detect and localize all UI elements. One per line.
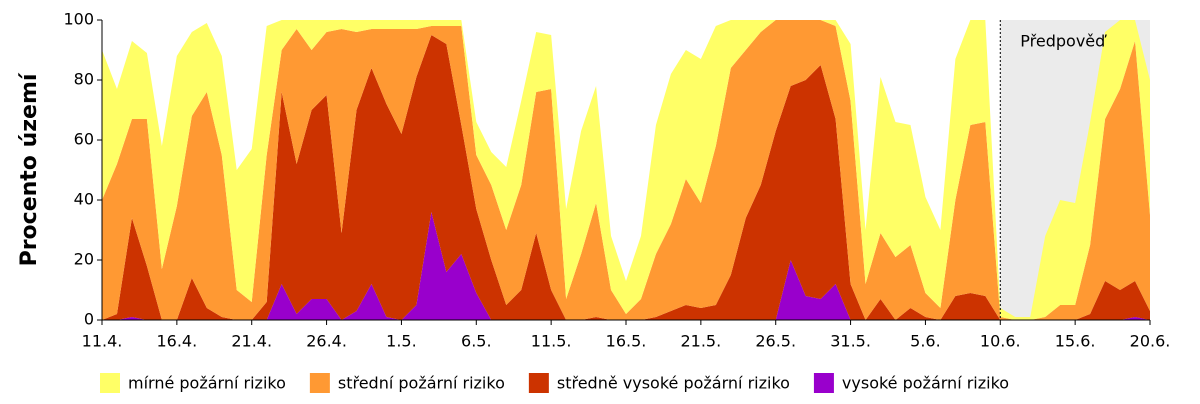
y-tick-label: 60 [74,130,94,149]
x-tick-label: 10.6. [980,332,1021,351]
x-tick-label: 20.6. [1130,332,1171,351]
legend-swatch [309,373,330,393]
area [102,35,1150,320]
legend-swatch [100,373,120,393]
x-tick-label: 11.4. [82,332,123,351]
x-tick-label: 21.5. [680,332,721,351]
legend-swatch [813,373,834,393]
legend-label: mírné požární riziko [128,374,286,393]
y-tick-label: 20 [74,250,94,269]
x-tick-label: 11.5. [531,332,572,351]
x-tick-label: 21.4. [231,332,272,351]
x-tick-label: 16.4. [156,332,197,351]
y-tick-label: 0 [84,310,94,329]
x-tick-label: 26.4. [306,332,347,351]
y-tick-label: 100 [63,10,94,29]
legend-label: střední požární riziko [338,374,505,393]
y-tick-label: 40 [74,190,94,209]
y-axis-label: Procento území [17,72,42,266]
legend-label: středně vysoké požární riziko [557,374,790,393]
legend-swatch [528,373,549,393]
area [102,20,1150,320]
legend-label: vysoké požární riziko [842,374,1009,393]
x-tick-label: 31.5. [830,332,871,351]
x-tick-label: 1.5. [386,332,417,351]
x-tick-label: 16.5. [606,332,647,351]
y-tick-label: 80 [74,70,94,89]
x-tick-label: 15.6. [1055,332,1096,351]
x-tick-label: 5.6. [910,332,941,351]
forecast-label: Předpověď [1020,32,1107,51]
x-tick-label: 26.5. [755,332,796,351]
x-tick-label: 6.5. [461,332,492,351]
